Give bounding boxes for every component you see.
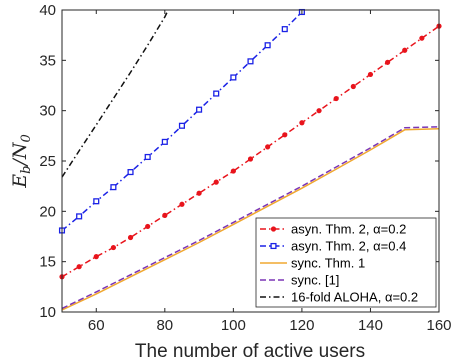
data-point <box>93 254 99 260</box>
y-tick-label: 10 <box>39 304 56 321</box>
data-point <box>402 47 408 53</box>
data-point <box>367 71 374 78</box>
data-point <box>161 138 168 145</box>
data-point <box>419 35 425 41</box>
data-point <box>264 42 271 49</box>
legend-marker <box>270 242 277 250</box>
data-point <box>350 83 356 90</box>
y-tick-label: 30 <box>39 103 56 120</box>
x-tick-label: 80 <box>156 317 173 334</box>
y-axis-label: Eb/N0 <box>9 134 34 189</box>
series-line-3 <box>62 126 439 310</box>
y-tick-label: 20 <box>39 203 56 220</box>
legend-label: 16-fold ALOHA, α=0.2 <box>291 290 418 305</box>
data-point <box>162 212 168 218</box>
data-point <box>230 168 236 174</box>
data-point <box>145 223 151 230</box>
data-point <box>127 169 134 176</box>
data-point <box>230 74 237 81</box>
tick-layer: 60 80 100 120 140 160 10 15 20 25 30 35 40 <box>39 2 451 334</box>
data-point <box>196 106 203 113</box>
x-tick-label: 60 <box>88 317 105 334</box>
legend-marker <box>270 226 277 232</box>
data-point <box>299 120 305 126</box>
y-tick-label: 35 <box>39 52 56 69</box>
data-point <box>384 59 391 65</box>
legend-label: sync. Thm. 1 <box>291 256 365 271</box>
data-point <box>179 201 185 207</box>
data-point <box>213 179 219 185</box>
series-line-0 <box>62 25 439 278</box>
data-point <box>247 58 254 65</box>
x-axis-label: The number of active users <box>135 341 365 362</box>
x-tick-label: 120 <box>289 317 314 334</box>
x-tick-label: 100 <box>221 317 246 334</box>
series-line-2 <box>62 128 439 311</box>
x-tick-label: 140 <box>358 317 383 334</box>
data-point <box>282 132 288 138</box>
data-point <box>110 184 117 191</box>
data-point <box>76 264 82 270</box>
series-layer <box>62 10 439 311</box>
data-point <box>196 190 202 196</box>
x-tick-label: 160 <box>426 317 451 334</box>
legend-label: sync. [1] <box>291 273 339 288</box>
data-point <box>110 244 117 251</box>
y-tick-label: 15 <box>39 254 56 271</box>
y-tick-label: 40 <box>39 2 56 19</box>
marker-layer <box>58 8 442 280</box>
data-point <box>247 156 254 162</box>
data-point <box>144 153 151 161</box>
legend-label: asyn. Thm. 2, α=0.2 <box>291 222 406 237</box>
y-tick-label: 25 <box>39 153 56 170</box>
data-point <box>316 108 322 114</box>
data-point <box>265 144 271 150</box>
legend-label: asyn. Thm. 2, α=0.4 <box>291 239 406 254</box>
series-line-4 <box>62 10 169 178</box>
data-point <box>178 122 186 129</box>
data-point <box>93 198 100 205</box>
data-point <box>333 95 339 102</box>
data-point <box>281 26 288 33</box>
data-point <box>76 213 83 220</box>
data-point <box>127 234 134 241</box>
legend: asyn. Thm. 2, α=0.2 asyn. Thm. 2, α=0.4 sy… <box>255 217 437 308</box>
data-point <box>213 90 220 97</box>
